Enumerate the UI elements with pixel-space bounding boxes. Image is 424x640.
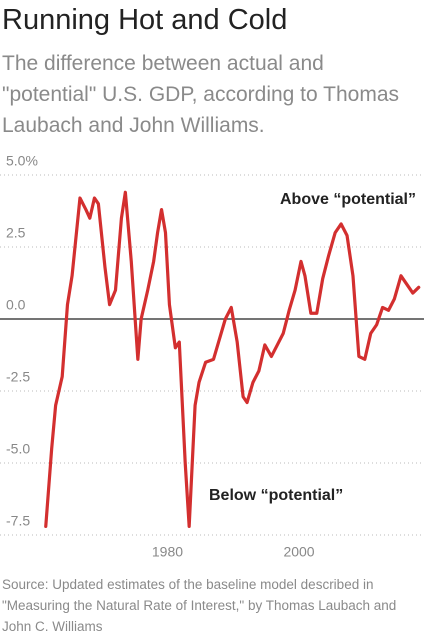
y-tick-label: -2.5 — [6, 369, 30, 385]
y-tick-label: -5.0 — [6, 441, 30, 457]
annotation: Above “potential” — [280, 191, 416, 208]
y-tick-label: 2.5 — [6, 225, 26, 241]
chart-title: Running Hot and Cold — [2, 4, 288, 36]
y-tick-label: 0.0 — [6, 297, 26, 313]
y-tick-label: -7.5 — [6, 513, 30, 529]
x-tick-label: 1980 — [152, 544, 183, 560]
annotation: Below “potential” — [209, 487, 343, 504]
x-tick-label: 2000 — [283, 544, 314, 560]
data-line — [44, 190, 421, 528]
chart-subtitle: The difference between actual and "poten… — [2, 52, 400, 137]
y-tick-label: 5.0% — [6, 153, 38, 169]
source-note: Source: Updated estimates of the baselin… — [2, 577, 397, 634]
